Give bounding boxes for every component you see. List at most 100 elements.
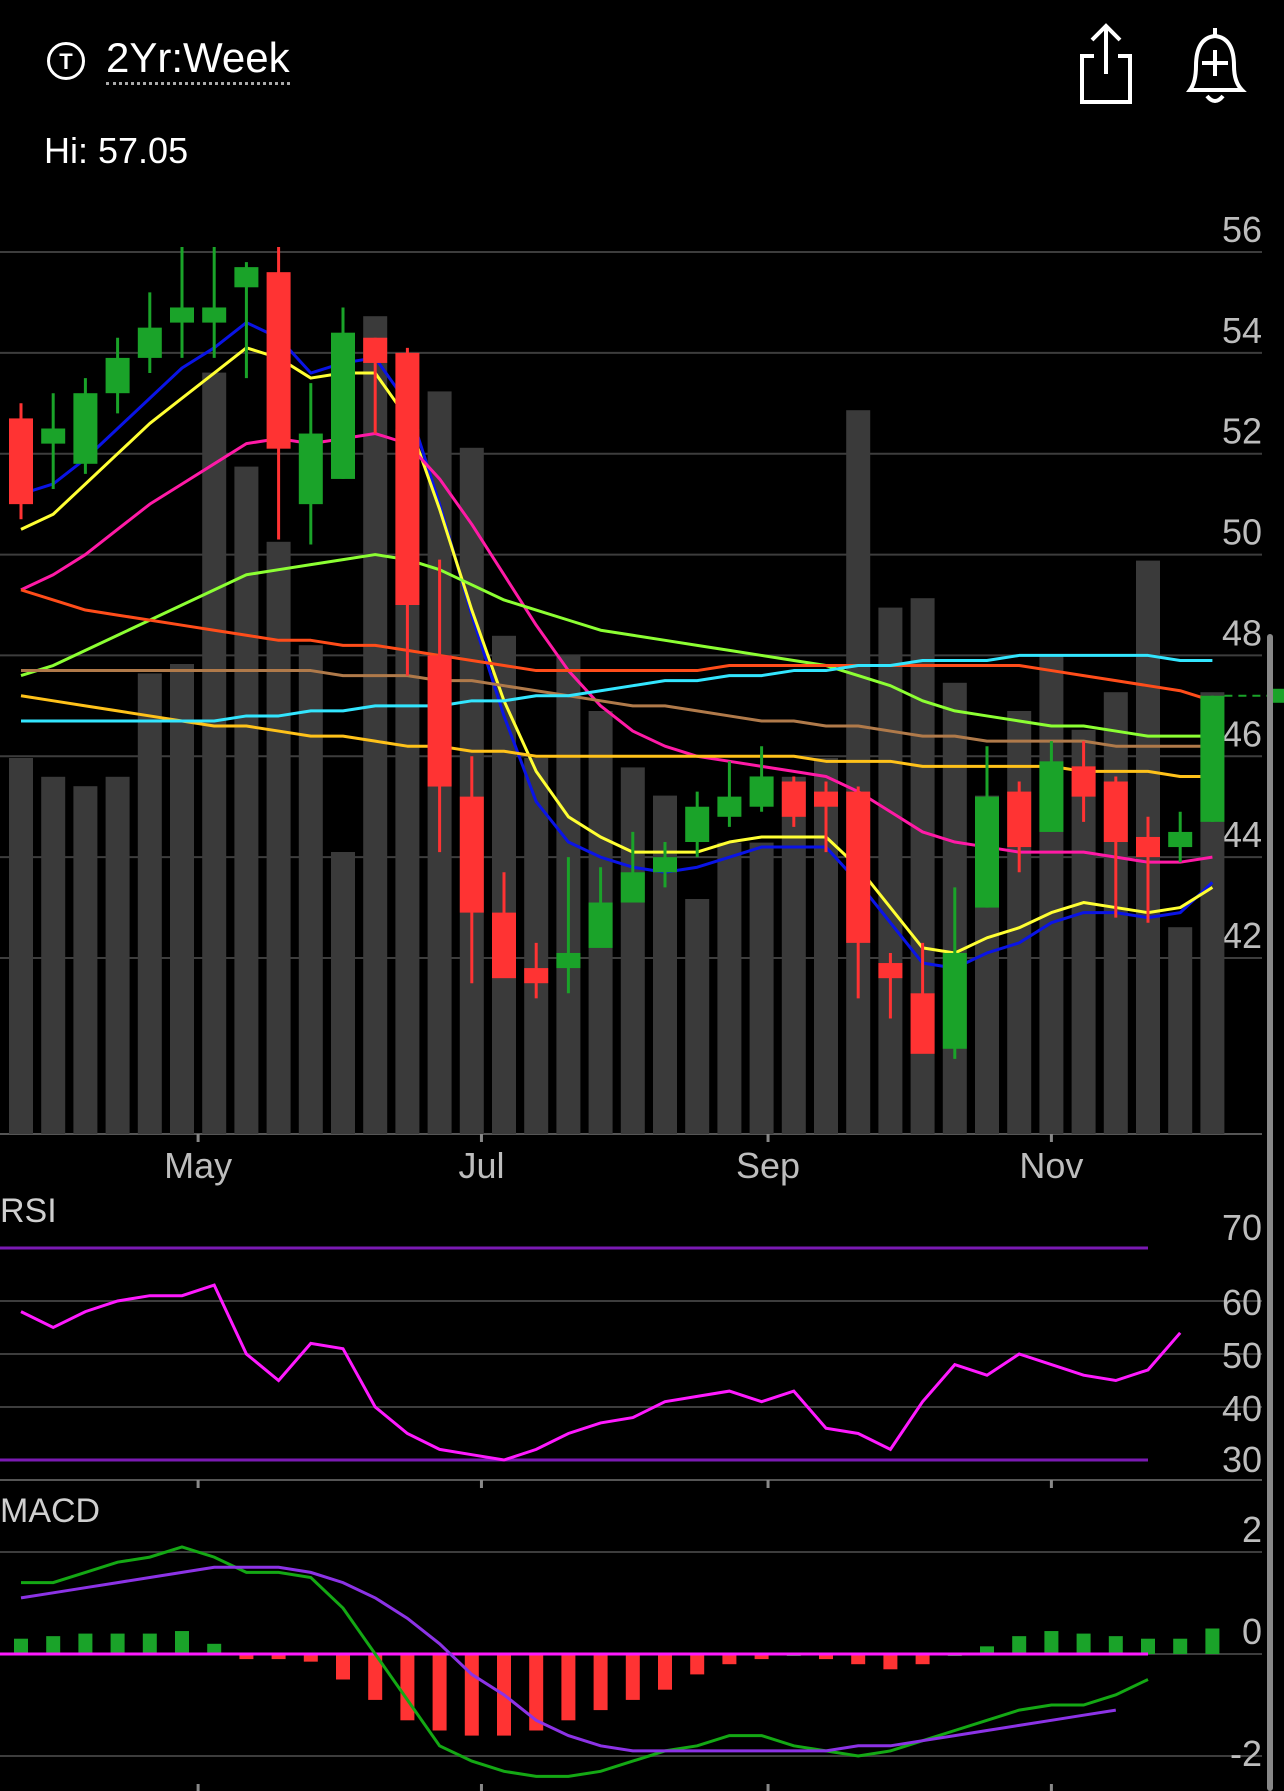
candle-body	[685, 806, 710, 843]
candle-body	[1136, 836, 1160, 858]
rsi-title: RSI	[0, 1192, 57, 1230]
candle-body	[331, 332, 355, 479]
candle-body	[749, 776, 774, 807]
macd-tick-label: -2	[1230, 1733, 1262, 1774]
macd-panel: MACD 2 0 -2	[0, 1492, 1262, 1791]
macd-histogram-bar	[851, 1654, 866, 1665]
candle-body	[363, 337, 388, 363]
volume-bar	[234, 466, 259, 1135]
candle-body	[975, 796, 999, 908]
macd-histogram-bar	[207, 1643, 222, 1654]
volume-bar	[298, 645, 323, 1134]
candle-body	[1039, 761, 1064, 832]
volume-bar	[170, 664, 194, 1134]
candle-body	[1007, 791, 1032, 848]
macd-histogram-bar	[271, 1654, 286, 1660]
macd-tick-label: 0	[1242, 1611, 1262, 1652]
volume-bar	[749, 842, 774, 1134]
macd-histogram-bar	[980, 1646, 994, 1654]
price-tick-label: 56	[1222, 209, 1262, 250]
candle-body	[492, 912, 516, 979]
macd-histogram-bar	[239, 1654, 254, 1660]
macd-histogram-bar	[625, 1654, 640, 1700]
candle-body	[427, 655, 452, 787]
volume-bar	[105, 776, 130, 1134]
volume-bar	[137, 673, 162, 1134]
moving-average-line	[20, 694, 1213, 778]
volume-bar	[331, 852, 355, 1134]
candle-body	[1200, 695, 1225, 822]
price-tick-label: 46	[1222, 713, 1262, 754]
rsi-panel: RSI 70 60 50 40 30	[0, 1192, 1262, 1488]
volume-bar	[781, 776, 806, 1134]
price-tick-label: 54	[1222, 310, 1262, 351]
moving-average-line	[20, 346, 1214, 955]
candle-body	[202, 307, 227, 323]
macd-histogram-bar	[561, 1654, 576, 1721]
candle-body	[1103, 781, 1128, 843]
candle-body	[395, 352, 420, 605]
volume-bar	[266, 541, 291, 1134]
moving-average-line	[20, 321, 1214, 970]
price-panel: 56 54 52 50 48 46 44 42 May Jul Sep Nov	[0, 209, 1284, 1186]
candle-body	[717, 796, 742, 817]
price-tick-label: 42	[1222, 915, 1262, 956]
macd-histogram-bar	[175, 1631, 189, 1654]
macd-histogram-bar	[464, 1654, 479, 1736]
period-high-label: Hi: 57.05	[44, 130, 189, 171]
volume-bar	[363, 316, 388, 1134]
macd-histogram-bar	[78, 1633, 93, 1654]
moving-average-line	[20, 432, 1213, 864]
macd-histogram-bar	[1044, 1631, 1059, 1654]
candle-body	[942, 952, 967, 1049]
moving-average-line	[21, 669, 1213, 748]
macd-line	[21, 1545, 1149, 1778]
candle-body	[620, 872, 645, 903]
candle-body	[234, 267, 259, 288]
candle-body	[266, 272, 291, 449]
alert-add-icon[interactable]	[1180, 22, 1250, 108]
macd-histogram-bar	[368, 1654, 383, 1700]
x-axis-label: Nov	[1019, 1145, 1083, 1186]
rsi-line	[20, 1283, 1182, 1462]
rsi-tick-label: 70	[1222, 1207, 1262, 1248]
top-bar: T 2Yr:Week	[0, 0, 1284, 120]
candle-body	[910, 993, 935, 1054]
scrollbar-thumb[interactable]	[1267, 634, 1273, 1791]
macd-histogram-bar	[46, 1636, 61, 1654]
macd-histogram-bar	[722, 1654, 737, 1665]
candle-body	[459, 796, 484, 913]
rsi-tick-label: 30	[1222, 1439, 1262, 1480]
volume-bar	[202, 372, 227, 1135]
macd-histogram-bar	[1173, 1638, 1188, 1654]
macd-signal-line	[20, 1565, 1117, 1753]
macd-histogram-bar	[1205, 1628, 1220, 1654]
ticker-badge-icon: T	[47, 42, 85, 80]
moving-average-line	[20, 553, 1213, 738]
candle-body	[137, 327, 162, 358]
range-selector[interactable]: 2Yr:Week	[106, 34, 290, 85]
candle-body	[170, 307, 194, 323]
macd-histogram-bar	[142, 1633, 157, 1654]
volume-bar	[1039, 654, 1064, 1134]
macd-histogram-bar	[303, 1654, 318, 1662]
macd-histogram-bar	[1141, 1638, 1155, 1654]
rsi-tick-label: 50	[1222, 1335, 1262, 1376]
candle-body	[814, 791, 838, 807]
volume-bar	[73, 786, 98, 1134]
volume-bar	[717, 842, 742, 1134]
candle-body	[556, 952, 581, 969]
candle-body	[653, 857, 677, 873]
candle-body	[298, 433, 323, 505]
candle-body	[9, 418, 33, 505]
candle-body	[1071, 766, 1096, 797]
price-tick-label: 52	[1222, 411, 1262, 452]
candle-body	[41, 428, 66, 444]
share-icon[interactable]	[1076, 22, 1136, 108]
macd-histogram-bar	[690, 1654, 705, 1675]
price-tick-label: 48	[1222, 612, 1262, 653]
volume-bar	[846, 410, 871, 1134]
volume-bar	[9, 758, 33, 1134]
macd-histogram-bar	[336, 1654, 350, 1680]
